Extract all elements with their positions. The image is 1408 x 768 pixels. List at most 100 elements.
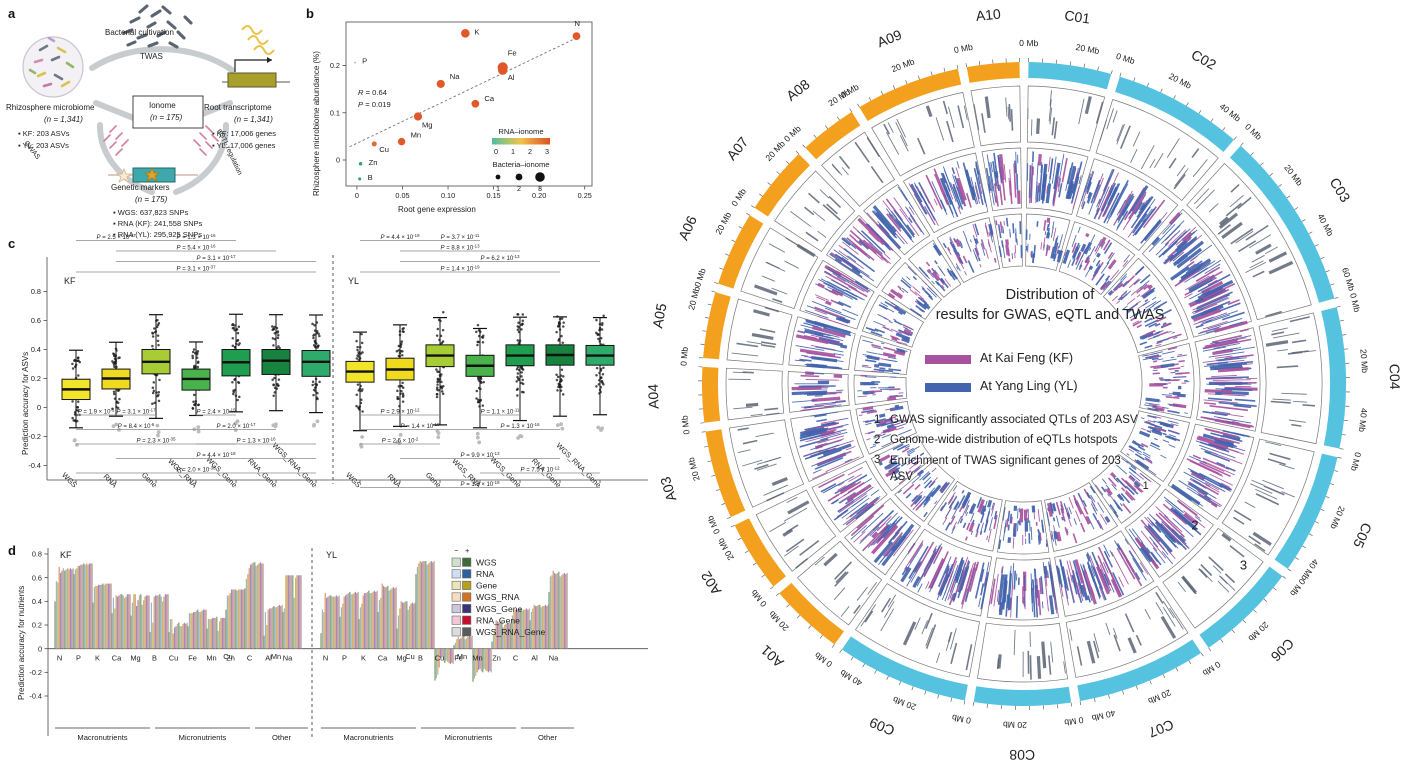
track-mark [920,297,926,302]
bar [129,594,131,649]
track-mark [1041,641,1047,669]
track-mark [1151,522,1162,533]
bar [556,572,559,649]
bar [98,584,100,649]
bar [278,604,281,649]
track-mark [1166,138,1180,158]
track-mark [866,438,871,441]
track-cell-1-A03 [855,401,918,455]
track-mark [954,238,961,248]
pvalue-label: P = 1.9 × 10-5 [78,407,115,416]
track-mark [919,452,925,457]
track-mark [887,292,896,300]
genetic-markers-icon [108,166,198,183]
bar [64,570,66,649]
point-label-Zn: Zn [369,158,378,167]
track-mark [737,449,751,454]
bar [226,595,229,649]
track-mark [831,164,840,174]
track-mark [1148,322,1157,328]
track-mark [1160,363,1175,369]
track-mark [1214,355,1233,359]
jitter-point [598,328,601,332]
track-mark [895,347,908,353]
bar [479,648,481,669]
track-mark [817,315,849,327]
track-mark [838,482,845,487]
track-mark [1056,250,1064,263]
track-mark [924,290,933,299]
track-mark [1121,477,1129,486]
track-mark [1234,460,1243,465]
chrom-tick-label: 0 Mb [705,514,722,536]
jitter-point [518,341,521,344]
bar [269,608,271,649]
legend-minus-sign: − [454,546,459,555]
bar [183,622,186,649]
track-mark [1289,316,1310,323]
pvalue-label: P = 1.4 × 10-19 [441,264,481,273]
bar [133,594,135,649]
track-mark [1229,194,1244,208]
bar [159,594,161,649]
track-mark [1144,404,1157,408]
track-mark [1103,239,1111,251]
chrom-name-C04: C04 [1387,364,1404,390]
bar [276,607,278,649]
track-mark [1034,568,1038,590]
track-mark [988,231,991,237]
track-mark [1162,600,1175,619]
legend-swatch-plus-WGS_RNA [462,592,472,602]
track-mark [1149,158,1156,169]
track-mark [887,594,897,608]
pvalue-label: P = 2.0 × 10-38 [177,465,217,474]
track-mark [1255,488,1278,500]
svg-text:P = 8.8 × 10-13: P = 8.8 × 10-13 [441,243,481,252]
track-mark [927,199,934,210]
bar [460,638,462,649]
track-mark [901,337,910,344]
track-mark [879,524,891,535]
track-mark [810,363,828,366]
track-mark [1187,260,1203,272]
track-mark [1122,503,1132,514]
track-mark [929,484,942,498]
track-mark [965,192,972,208]
track-mark [1119,503,1123,507]
scatter-point [461,29,470,38]
track-mark [945,522,951,531]
track-mark [865,223,890,248]
bar [499,621,502,649]
jitter-point [435,393,439,396]
track-mark [1048,655,1052,675]
bar [273,606,275,649]
svg-text:P = 2.3 × 10-35: P = 2.3 × 10-35 [137,436,177,445]
track-mark [983,520,989,533]
track-cell-3-A08 [821,131,896,207]
track-mark [1206,377,1242,380]
track-mark [1135,459,1150,471]
track-mark [1067,259,1072,268]
track-mark [1098,236,1107,248]
bar [122,595,124,649]
jitter-point [481,341,485,344]
jitter-point [153,401,156,405]
bar [525,608,528,649]
jitter-point [478,334,481,338]
track-mark [1169,507,1198,531]
bar [511,615,514,649]
track-mark [1143,219,1162,242]
jitter-point [397,354,401,358]
track-cell-3-C08 [977,622,1069,683]
bar [194,611,196,649]
scatter-point [572,32,581,41]
track-mark [1038,577,1042,595]
track-mark [1114,540,1121,551]
bar-category-label-Cu: Cu [435,654,444,663]
track-mark [1169,251,1183,263]
track-mark [1187,229,1198,239]
track-mark [808,428,828,437]
track-mark [1107,251,1114,260]
track-mark [866,355,880,361]
chromosome-band-A03 [705,429,746,518]
